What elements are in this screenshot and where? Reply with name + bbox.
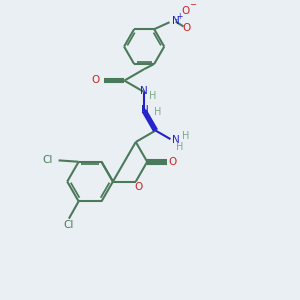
Text: N: N [140, 85, 148, 96]
Text: O: O [135, 182, 143, 192]
Text: +: + [177, 12, 183, 21]
Text: O: O [91, 75, 99, 85]
Text: H: H [149, 91, 157, 101]
Text: Cl: Cl [64, 220, 74, 230]
Text: N: N [172, 135, 179, 145]
Text: H: H [182, 131, 190, 141]
Text: O: O [168, 157, 176, 167]
Text: O: O [182, 23, 190, 33]
Text: O: O [182, 5, 190, 16]
Text: N: N [172, 16, 179, 26]
Text: −: − [189, 1, 196, 10]
Text: H: H [154, 107, 161, 117]
Text: Cl: Cl [42, 155, 52, 165]
Text: H: H [176, 142, 183, 152]
Text: N: N [141, 105, 149, 115]
